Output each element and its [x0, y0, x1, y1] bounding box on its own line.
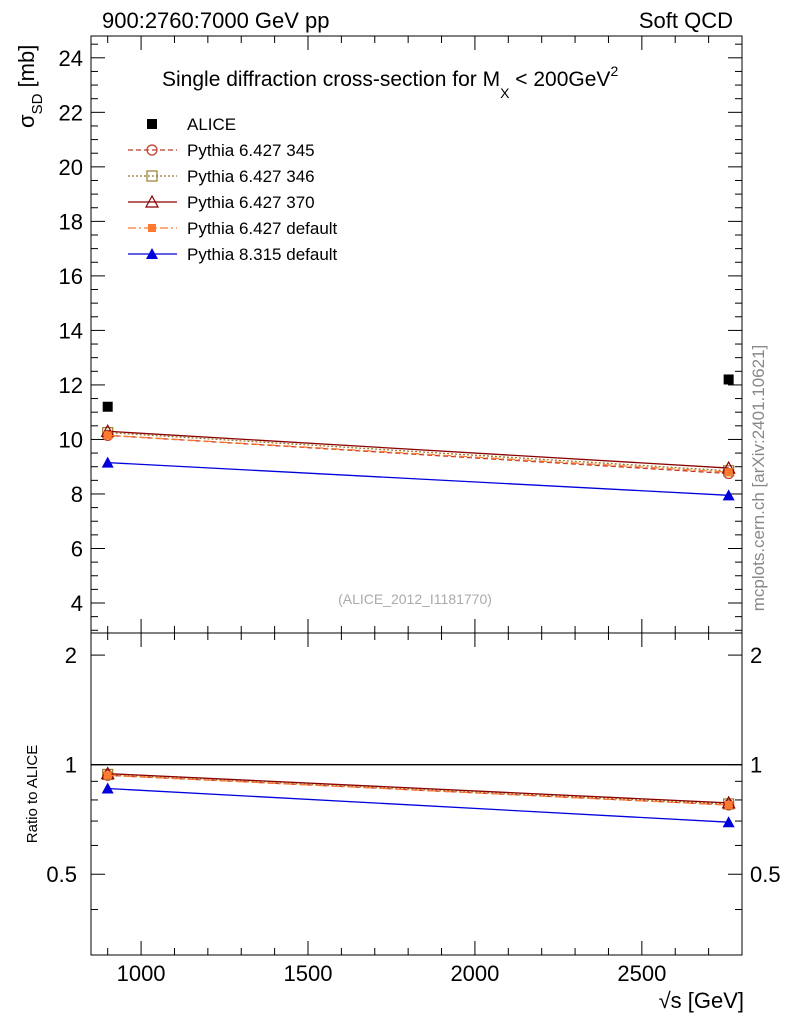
ratio-y-tick-label-right: 2	[750, 643, 762, 668]
series-line-p8default	[107, 461, 729, 496]
plot-title: Single diffraction cross-section for MX …	[162, 63, 618, 101]
x-axis-label: √s [GeV]	[659, 988, 744, 1013]
header-left: 900:2760:7000 GeV pp	[102, 8, 330, 33]
y-tick-label: 6	[71, 536, 83, 561]
analysis-label: (ALICE_2012_I1181770)	[338, 591, 492, 607]
legend-marker-p8default	[146, 248, 158, 259]
ratio-point-p8default	[101, 782, 114, 794]
data-point-p8default	[101, 456, 114, 468]
y-label-sub: SD	[29, 93, 46, 114]
series-line-p6default	[107, 434, 729, 473]
y-label-tail: [mb]	[14, 45, 39, 94]
ratio-point-p6default	[724, 800, 733, 809]
x-tick-label: 1000	[117, 961, 166, 986]
legend-marker-p345	[146, 144, 158, 156]
data-point-alice	[723, 374, 734, 385]
legend-label: ALICE	[187, 115, 236, 134]
main-axis-ticks: 4 6 8 10 12 14 16 18 20 22 24	[59, 43, 742, 631]
ratio-line-p346	[107, 773, 729, 805]
ratio-series-layer	[100, 766, 736, 828]
ratio-y-tick-label: 0.5	[46, 862, 77, 887]
ratio-y-axis-label: Ratio to ALICE	[24, 745, 41, 843]
ratio-y-tick-label: 1	[65, 753, 77, 778]
legend-label: Pythia 6.427 370	[187, 193, 315, 212]
ratio-y-tick-label: 2	[65, 643, 77, 668]
main-series-layer	[100, 374, 736, 501]
ratio-line-p6default	[107, 774, 729, 806]
y-tick-label: 24	[59, 46, 83, 71]
legend-marker-alice	[147, 119, 157, 129]
legend-marker-p6default	[148, 224, 156, 232]
series-line-p370	[107, 430, 729, 469]
x-tick-label: 1500	[284, 961, 333, 986]
legend-label: Pythia 6.427 default	[187, 219, 338, 238]
y-tick-label: 12	[59, 373, 83, 398]
y-tick-label: 4	[71, 591, 83, 616]
ratio-point-p8default	[722, 816, 735, 828]
y-tick-label: 22	[59, 100, 83, 125]
ratio-y-tick-label-right: 0.5	[750, 862, 781, 887]
plot-title-sub: X	[500, 85, 510, 101]
legend-label: Pythia 6.427 346	[187, 167, 315, 186]
main-y-axis-label: σSD [mb]	[14, 45, 46, 128]
plot-title-main: Single diffraction cross-section for M	[162, 68, 500, 91]
data-point-p8default	[722, 489, 735, 501]
y-tick-label: 8	[71, 482, 83, 507]
legend-label: Pythia 8.315 default	[187, 245, 338, 264]
legend-marker-p346	[146, 170, 158, 182]
y-tick-label: 16	[59, 264, 83, 289]
x-tick-label: 2500	[617, 961, 666, 986]
data-point-p6default	[103, 431, 112, 440]
y-tick-label: 10	[59, 427, 83, 452]
watermark: mcplots.cern.ch [arXiv:2401.10621]	[749, 345, 768, 611]
x-tick-label: 2000	[450, 961, 499, 986]
legend: ALICE Pythia 6.427 345 Pythia 6.427 346 Pyt…	[128, 115, 338, 264]
ratio-line-p370	[107, 772, 729, 804]
ratio-panel-frame	[90, 632, 743, 956]
ratio-y-tick-label-right: 1	[750, 753, 762, 778]
data-point-alice	[102, 401, 113, 412]
y-tick-label: 18	[59, 209, 83, 234]
plot-title-tail: < 200GeV	[509, 68, 610, 91]
ratio-axis-ticks: 0.5 0.5 1 1 2 2	[46, 643, 781, 911]
ratio-point-p6default	[103, 771, 112, 780]
x-axis-ticks: 1000 1500 2000 2500	[107, 36, 710, 986]
legend-label: Pythia 6.427 345	[187, 141, 315, 160]
ratio-line-p8default	[107, 787, 729, 823]
y-tick-label: 14	[59, 318, 83, 343]
legend-marker-p370	[144, 194, 160, 208]
y-tick-label: 20	[59, 155, 83, 180]
series-line-p346	[107, 431, 729, 472]
plot-title-sup: 2	[610, 63, 618, 79]
header-right: Soft QCD	[639, 8, 733, 33]
data-point-p6default	[724, 468, 733, 477]
y-label-main: σ	[14, 114, 39, 128]
